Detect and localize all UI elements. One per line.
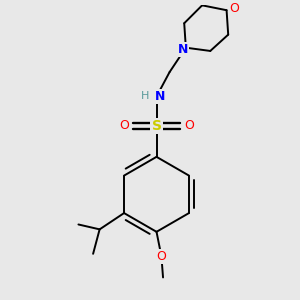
Text: N: N — [155, 90, 166, 103]
Text: O: O — [119, 119, 129, 132]
Text: O: O — [229, 2, 239, 15]
Text: S: S — [152, 119, 161, 133]
Text: H: H — [141, 91, 149, 101]
Text: O: O — [157, 250, 166, 263]
Text: O: O — [184, 119, 194, 132]
Text: N: N — [178, 43, 188, 56]
